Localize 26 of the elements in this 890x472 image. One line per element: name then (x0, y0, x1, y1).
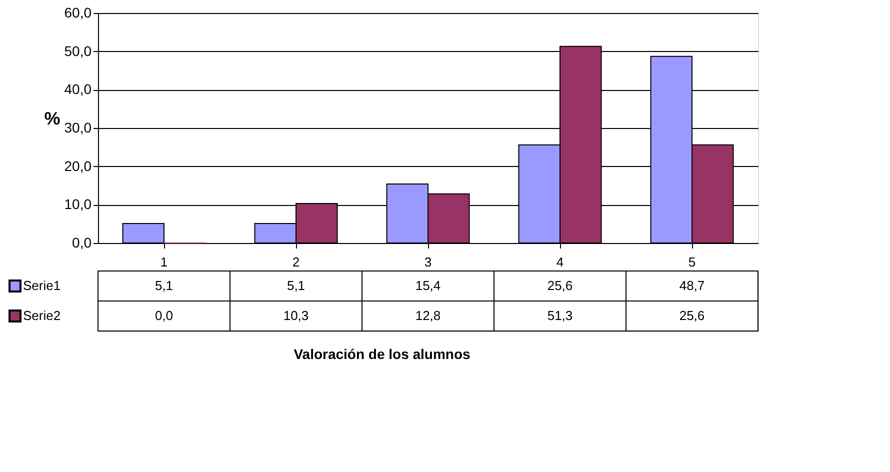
data-label: 0,0 (154, 308, 174, 323)
y-axis-title: % (44, 108, 60, 128)
y-tick-label: 10,0 (64, 196, 92, 212)
legend-label: Serie1 (23, 278, 61, 293)
data-label: 25,6 (679, 308, 705, 323)
data-label: 12,8 (415, 308, 441, 323)
y-tick-label: 30,0 (64, 120, 92, 136)
data-label: 5,1 (286, 278, 306, 293)
data-label: 15,4 (415, 278, 441, 293)
y-tick-label: 20,0 (64, 158, 92, 174)
y-tick-label: 60,0 (64, 4, 92, 20)
legend-label: Serie2 (23, 308, 61, 323)
x-tick-label: 4 (556, 254, 564, 270)
x-tick-label: 5 (688, 254, 696, 270)
data-label: 10,3 (283, 308, 309, 323)
y-tick-label: 40,0 (64, 81, 92, 98)
y-tick-label: 50,0 (64, 42, 92, 59)
data-label: 25,6 (547, 278, 573, 293)
data-label: 51,3 (547, 308, 573, 323)
y-tick-label: 0,0 (72, 234, 92, 250)
x-tick-label: 1 (160, 254, 168, 270)
x-tick-label: 2 (292, 254, 300, 270)
text: Valoración de los alumnos (294, 346, 471, 362)
x-tick-label: 3 (424, 254, 432, 270)
data-label: 5,1 (154, 278, 174, 293)
data-label: 48,7 (679, 278, 705, 293)
